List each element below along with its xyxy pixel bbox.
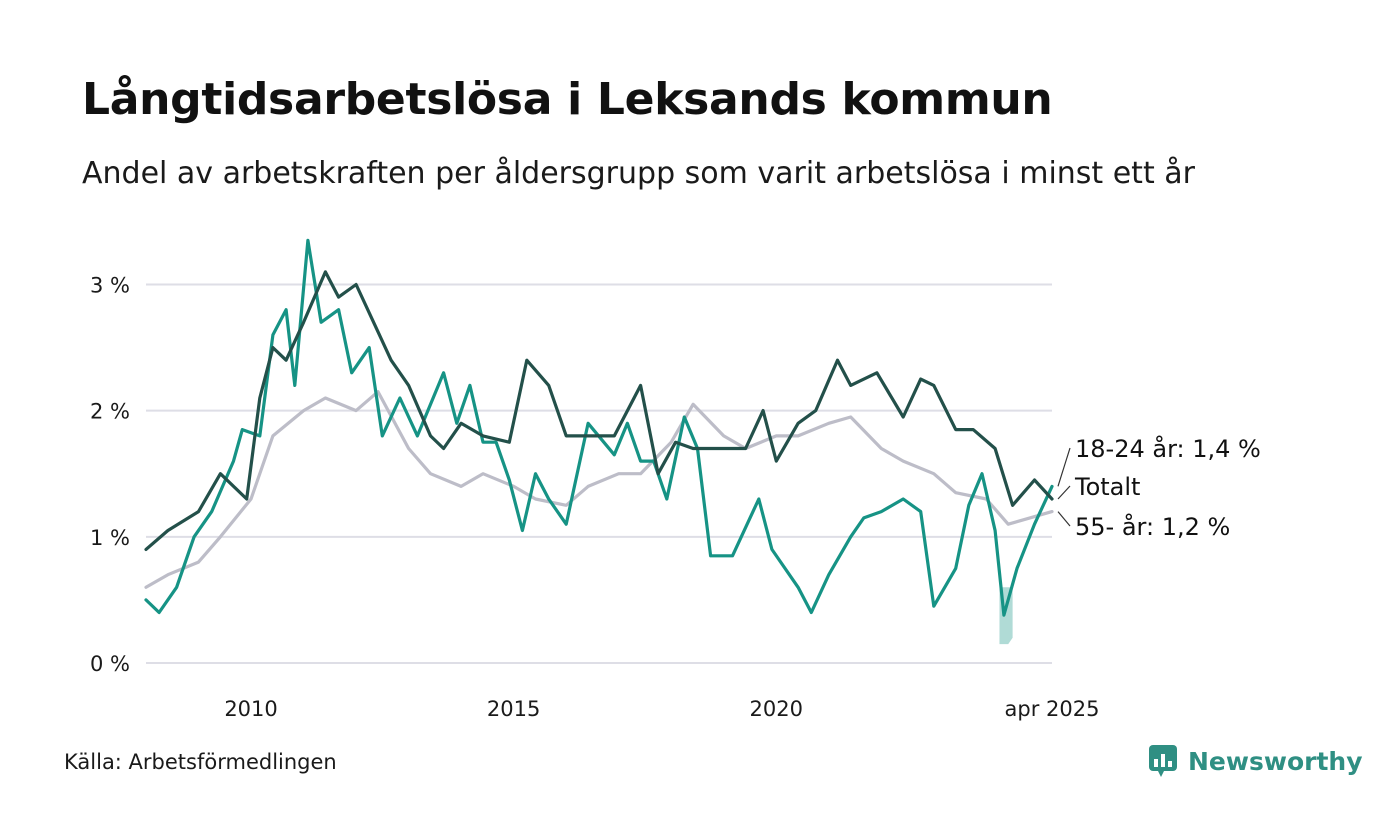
newsworthy-logo-icon (1149, 745, 1177, 777)
x-tick-label: 2020 (750, 697, 803, 721)
x-tick-label: apr 2025 (1005, 697, 1100, 721)
label-leader-line (1057, 511, 1071, 527)
label-leader-line (1057, 485, 1071, 500)
source-label: Källa: Arbetsförmedlingen (64, 750, 337, 774)
label-leader-line (1057, 447, 1071, 487)
y-tick-label: 0 % (90, 652, 130, 676)
x-tick-label: 2015 (487, 697, 540, 721)
x-tick-label: 2010 (224, 697, 277, 721)
y-tick-label: 3 % (90, 273, 130, 297)
series-line-total (144, 270, 1054, 551)
y-tick-label: 2 % (90, 400, 130, 424)
chart-title: Långtidsarbetslösa i Leksands kommun (82, 74, 1053, 125)
series-label-total: Totalt (1074, 473, 1140, 501)
y-tick-label: 1 % (90, 526, 130, 550)
brand-logo: Newsworthy (1148, 744, 1363, 778)
brand-name: Newsworthy (1188, 746, 1363, 776)
series-label-young: 18-24 år: 1,4 % (1075, 434, 1261, 463)
chart-subtitle: Andel av arbetskraften per åldersgrupp s… (82, 156, 1195, 191)
series-line-old (144, 390, 1054, 589)
series-label-old: 55- år: 1,2 % (1075, 512, 1230, 541)
